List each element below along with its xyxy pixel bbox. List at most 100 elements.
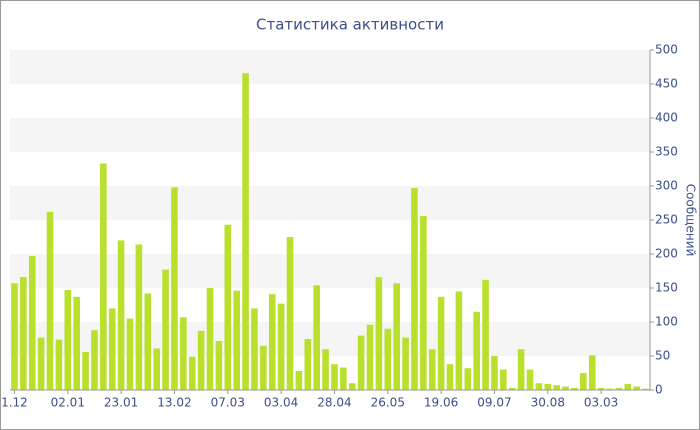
bar <box>455 291 463 390</box>
bar <box>624 383 632 390</box>
bar <box>224 224 232 390</box>
bar <box>188 356 196 390</box>
bar <box>295 370 303 390</box>
x-tick-label: 30.08 <box>531 396 565 410</box>
bar <box>562 386 569 390</box>
x-tick-label: 28.04 <box>317 396 351 410</box>
y-tick-label: 400 <box>655 111 678 125</box>
bar <box>366 324 374 390</box>
stripe <box>10 186 650 220</box>
y-tick-label: 0 <box>655 383 663 397</box>
bar <box>55 339 63 390</box>
bar <box>251 308 258 390</box>
y-tick-label: 200 <box>655 247 678 261</box>
bar <box>73 296 80 390</box>
bar <box>580 373 587 390</box>
bar <box>117 240 125 390</box>
bar <box>615 387 623 390</box>
bar <box>233 290 240 390</box>
bar <box>535 383 543 390</box>
bar <box>313 285 320 390</box>
bar <box>162 269 169 390</box>
bar <box>384 328 392 390</box>
bar <box>375 277 383 390</box>
bar <box>588 355 596 390</box>
x-tick-label: 1.12 <box>1 396 28 410</box>
x-tick-label: 03.03 <box>584 396 618 410</box>
bar <box>571 387 578 390</box>
bar <box>322 349 329 390</box>
bar <box>197 330 205 390</box>
bar <box>526 369 534 390</box>
chart-title: Статистика активности <box>256 16 444 34</box>
bar <box>108 308 116 390</box>
bar <box>348 383 356 390</box>
bar <box>402 337 409 390</box>
bar <box>260 345 267 390</box>
bar <box>491 356 498 390</box>
y-tick-label: 250 <box>655 213 678 227</box>
bar <box>500 369 507 390</box>
bar <box>642 388 649 390</box>
bar <box>277 303 285 390</box>
bar <box>135 244 143 390</box>
bar <box>411 188 418 390</box>
bar <box>82 351 89 390</box>
y-tick-label: 450 <box>655 77 678 91</box>
bar <box>553 385 560 390</box>
bar <box>331 364 338 390</box>
x-tick-label: 07.03 <box>211 396 245 410</box>
bar <box>340 367 347 390</box>
x-tick-label: 13.02 <box>157 396 191 410</box>
bar <box>464 368 472 390</box>
bar <box>544 383 552 390</box>
y-tick-label: 300 <box>655 179 678 193</box>
bar <box>242 73 249 391</box>
bar <box>171 187 178 390</box>
y-tick-label: 500 <box>655 43 678 57</box>
bar <box>153 348 160 390</box>
x-tick-label: 26.05 <box>371 396 405 410</box>
bar <box>91 330 98 390</box>
bar <box>144 293 152 390</box>
y-tick-label: 100 <box>655 315 678 329</box>
y-axis-label: Сообщений <box>684 184 698 257</box>
bar <box>215 341 223 390</box>
bar <box>508 387 516 390</box>
bar <box>482 279 489 390</box>
y-tick-label: 50 <box>655 349 670 363</box>
bar <box>64 290 72 390</box>
bar <box>473 311 480 390</box>
bar <box>393 283 400 390</box>
bar <box>100 163 107 390</box>
bar <box>180 317 187 390</box>
bar <box>420 215 427 390</box>
bar <box>517 349 525 390</box>
bar <box>11 283 18 390</box>
bar <box>268 294 276 390</box>
y-tick-label: 350 <box>655 145 678 159</box>
bar <box>597 387 605 390</box>
bar <box>28 256 36 390</box>
x-tick-label: 09.07 <box>477 396 511 410</box>
bar <box>446 364 454 390</box>
bar <box>37 337 45 390</box>
bar <box>286 237 294 390</box>
bar <box>437 296 445 390</box>
y-tick-label: 150 <box>655 281 678 295</box>
bar <box>126 318 134 390</box>
bar <box>46 211 54 390</box>
x-tick-label: 03.04 <box>264 396 298 410</box>
bar <box>357 335 365 390</box>
x-tick-label: 02.01 <box>51 396 85 410</box>
stripe <box>10 50 650 84</box>
x-tick-label: 19.06 <box>424 396 458 410</box>
bar <box>633 386 640 390</box>
stripe <box>10 254 650 288</box>
bar <box>20 277 27 390</box>
x-tick-label: 23.01 <box>104 396 138 410</box>
bar <box>206 288 214 390</box>
stripe <box>10 322 650 356</box>
bar <box>606 388 614 390</box>
